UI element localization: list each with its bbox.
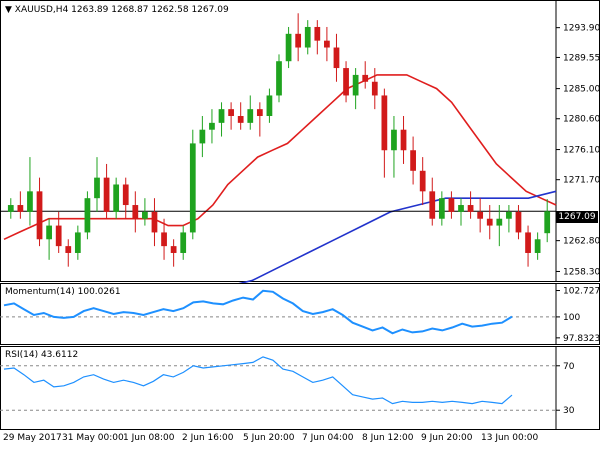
candle-body [391,129,397,151]
candle-body [46,225,52,240]
indicator-line [3,356,513,405]
x-label: 13 Jun 00:00 [481,433,539,443]
candle-body [544,211,551,234]
candle-body [74,232,81,253]
x-label: 9 Jun 20:00 [421,433,473,443]
indicator-line [3,289,513,335]
x-label: 2 Jun 16:00 [182,433,234,443]
y-tick-label: 1271.70 [563,176,600,186]
y-tick-label: 97.8323 [563,334,600,344]
candle-body [515,211,522,233]
momentum-label: Momentum(14) 100.0261 [5,287,121,297]
candle-body [314,26,321,41]
y-tick-label: 100 [563,313,580,323]
candle-body [304,26,311,48]
candle-body [419,170,426,192]
candle-body [122,184,129,206]
candle-body [65,246,72,253]
y-tick-label: 1289.55 [563,53,600,63]
low-value: 1262.58 [151,5,189,15]
candle-body [362,74,369,82]
x-label: 7 Jun 04:00 [302,433,354,443]
header-arrow-icon: ▼ [5,5,12,15]
candle-body [429,191,436,219]
candle-body [525,232,531,253]
candle-body [534,239,541,253]
candle-body [55,225,62,247]
candle-body [161,232,167,247]
candle-body [218,109,225,123]
candle-body [477,211,484,219]
candle-body [36,191,43,240]
candle-body [486,218,493,226]
candle-body [237,116,244,123]
x-axis: 29 May 2017 31 May 00:00 1 Jun 08:00 2 J… [0,432,600,450]
y-tick-label: 1280.60 [563,115,600,125]
rsi-chart[interactable]: 70 30 [0,346,600,430]
candle-body [371,81,378,96]
candle-body [27,191,33,212]
close-value: 1267.09 [191,5,229,15]
y-tick-label: 1285.00 [563,85,600,95]
open-value: 1263.89 [71,5,109,15]
candle-body [17,205,24,212]
y-tick-label: 102.7277 [563,287,600,297]
candle-body [180,232,187,253]
price-chart[interactable]: 1293.90 1289.55 1285.00 1280.60 1276.10 1271.… [0,0,600,288]
candle-body [199,129,206,144]
candle-body [228,109,234,117]
candle-body [7,205,14,212]
candle-body [170,246,177,253]
candle-body [496,218,503,226]
candle-body [458,205,464,212]
candle-body [324,40,330,48]
candle-body [400,129,407,151]
candle-body [448,198,455,212]
candle-body [142,211,148,219]
high-value: 1268.87 [111,5,149,15]
candle-body [295,33,302,48]
chart-header: ▼ XAUUSD,H4 1263.89 1268.87 1262.58 1267… [5,5,229,15]
x-label: 1 Jun 08:00 [123,433,175,443]
candle-body [151,211,158,233]
candle-body [256,109,263,117]
y-tick-label: 1262.80 [563,237,600,247]
candle-body [266,95,273,117]
candle-body [94,177,100,199]
rsi-panel[interactable] [0,346,600,430]
y-tick-label: 1293.90 [563,24,600,34]
candle-body [506,211,512,219]
symbol-label: XAUUSD,H4 [14,5,69,15]
momentum-panel[interactable] [0,283,600,345]
y-tick-label: 1258.30 [563,267,600,277]
candle-body [132,205,139,219]
candle-body [276,61,282,96]
candle-body [381,95,388,151]
candle-body [343,68,349,96]
x-label: 8 Jun 12:00 [362,433,414,443]
momentum-chart[interactable]: 102.7277 100 97.8323 [0,283,600,345]
x-label: 29 May 2017 [3,433,62,443]
candle-body [410,150,416,171]
candle-body [84,198,91,233]
x-label: 5 Jun 20:00 [243,433,295,443]
y-tick-label: 1276.10 [563,146,600,156]
candle-body [352,74,359,96]
candle-body [333,47,340,69]
candle-body [103,177,110,212]
current-price-tag: 1267.09 [556,211,598,223]
candle-body [247,109,254,123]
rsi-label: RSI(14) 43.6112 [5,350,79,360]
candle-body [209,122,215,130]
candle-body [438,198,445,219]
x-label: 31 May 00:00 [62,433,124,443]
candle-body [189,143,196,233]
candle-body [285,33,292,62]
sma-blue-line [224,190,557,288]
candle-body [467,205,474,212]
candle-body [113,184,120,212]
sma-red-line [3,74,557,241]
y-tick-label: 30 [563,406,575,416]
y-tick-label: 70 [563,362,575,372]
